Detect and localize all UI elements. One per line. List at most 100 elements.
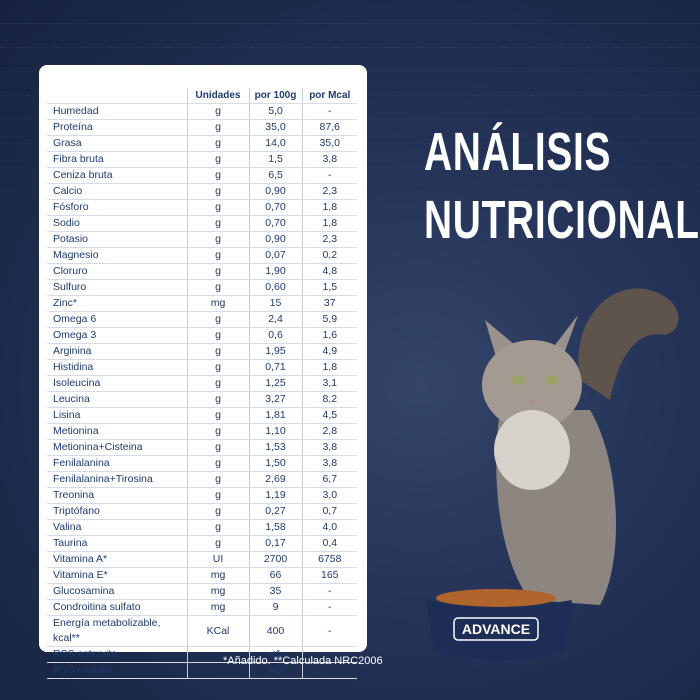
value-per-mcal: 3,8 xyxy=(301,439,357,457)
table-row: Fenilalanina g 1,50 3,8 xyxy=(47,455,357,473)
header-per-mcal: por Mcal xyxy=(301,88,357,105)
table-row: Valina g 1,58 4,0 xyxy=(47,519,357,537)
nutrient-name: RSS estruvita xyxy=(47,646,187,664)
nutrient-name: Valina xyxy=(47,519,187,537)
nutrition-table: Unidades por 100g por Mcal Humedad g 5,0- P… xyxy=(47,88,357,680)
value-per-mcal: 2,3 xyxy=(301,231,357,249)
table-row: Condroitina sulfato mg 9- xyxy=(47,599,357,617)
nutrient-name: Taurina xyxy=(47,535,187,553)
nutrient-name: Isoleucina xyxy=(47,375,187,393)
unit: g xyxy=(186,503,249,521)
table-row: Ceniza bruta g 6,5- xyxy=(47,167,357,185)
value-per-100g: 15 xyxy=(248,295,302,313)
value-per-100g: 14,0 xyxy=(248,135,302,153)
table-row: RSS oxalato <5- xyxy=(47,662,357,680)
value-per-100g: 3,27 xyxy=(248,391,302,409)
value-per-mcal: 165 xyxy=(301,567,357,585)
table-row: Taurina g 0,17 0,4 xyxy=(47,535,357,553)
unit: g xyxy=(186,535,249,553)
unit: g xyxy=(186,407,249,425)
nutrient-name: Sulfuro xyxy=(47,279,187,297)
nutrient-name: Cloruro xyxy=(47,263,187,281)
value-per-mcal: 0,4 xyxy=(301,535,357,553)
unit: g xyxy=(186,327,249,345)
value-per-100g: 2,4 xyxy=(248,311,302,329)
nutrient-name: Omega 6 xyxy=(47,311,187,329)
value-per-100g: 0,60 xyxy=(248,279,302,297)
value-per-100g: 2,69 xyxy=(248,471,302,489)
value-per-mcal: 1,8 xyxy=(301,215,357,233)
nutrient-name: Lisina xyxy=(47,407,187,425)
table-row: Treonina g 1,19 3,0 xyxy=(47,487,357,505)
value-per-100g: 35,0 xyxy=(248,119,302,137)
nutrient-name: Energía metabolizable, kcal** xyxy=(47,615,187,648)
value-per-100g: <5 xyxy=(248,662,302,680)
value-per-100g: 0,27 xyxy=(248,503,302,521)
unit: g xyxy=(186,247,249,265)
value-per-100g: 0,6 xyxy=(248,327,302,345)
header-units: Unidades xyxy=(186,88,249,105)
nutrient-name: Histidina xyxy=(47,359,187,377)
value-per-mcal: 6,7 xyxy=(301,471,357,489)
value-per-mcal: 87,6 xyxy=(301,119,357,137)
title-line: NUTRICIONAL xyxy=(424,190,700,250)
value-per-100g: 1,90 xyxy=(248,263,302,281)
value-per-100g: 1,50 xyxy=(248,455,302,473)
header-per-100g: por 100g xyxy=(248,88,302,105)
nutrition-table-card: Unidades por 100g por Mcal Humedad g 5,0- P… xyxy=(39,65,367,680)
unit: g xyxy=(186,343,249,361)
value-per-mcal: - xyxy=(301,662,357,680)
table-header: Unidades por 100g por Mcal xyxy=(47,88,357,105)
nutrient-name: Metionina+Cisteina xyxy=(47,439,187,457)
value-per-mcal: 0,7 xyxy=(301,503,357,521)
unit: g xyxy=(186,439,249,457)
unit: g xyxy=(186,151,249,169)
nutrient-name: Sodio xyxy=(47,215,187,233)
nutrient-name: Calcio xyxy=(47,183,187,201)
nutrient-name: Condroitina sulfato xyxy=(47,599,187,617)
nutrient-name: Fibra bruta xyxy=(47,151,187,169)
value-per-100g: 1,5 xyxy=(248,151,302,169)
value-per-mcal: 4,8 xyxy=(301,263,357,281)
table-row: Omega 3 g 0,6 1,6 xyxy=(47,327,357,345)
unit: g xyxy=(186,519,249,537)
unit: g xyxy=(186,183,249,201)
value-per-mcal: 2,8 xyxy=(301,423,357,441)
nutrient-name: Metionina xyxy=(47,423,187,441)
table-row: Zinc* mg 15 37 xyxy=(47,295,357,313)
value-per-mcal: 35,0 xyxy=(301,135,357,153)
unit: g xyxy=(186,199,249,217)
value-per-mcal: - xyxy=(301,599,357,617)
value-per-100g: 400 xyxy=(248,615,302,648)
nutrient-name: Triptófano xyxy=(47,503,187,521)
value-per-mcal: 4,9 xyxy=(301,343,357,361)
value-per-mcal: 1,6 xyxy=(301,327,357,345)
value-per-mcal: 1,5 xyxy=(301,279,357,297)
table-row: Proteína g 35,0 87,6 xyxy=(47,119,357,137)
value-per-mcal: 3,1 xyxy=(301,375,357,393)
value-per-mcal: 3,8 xyxy=(301,151,357,169)
bowl-brand-logo: ADVANCE xyxy=(462,621,530,637)
value-per-mcal: 4,5 xyxy=(301,407,357,425)
unit: UI xyxy=(186,551,249,569)
unit: g xyxy=(186,455,249,473)
unit: g xyxy=(186,231,249,249)
unit: g xyxy=(186,423,249,441)
unit: mg xyxy=(186,567,249,585)
table-row: Fibra bruta g 1,5 3,8 xyxy=(47,151,357,169)
table-row: Potasio g 0,90 2,3 xyxy=(47,231,357,249)
unit: g xyxy=(186,375,249,393)
value-per-100g: <1 xyxy=(248,646,302,664)
unit: g xyxy=(186,311,249,329)
value-per-mcal: 1,8 xyxy=(301,199,357,217)
nutrient-name: Vitamina E* xyxy=(47,567,187,585)
value-per-mcal: 3,0 xyxy=(301,487,357,505)
table-row: RSS estruvita <1- xyxy=(47,646,357,664)
unit: g xyxy=(186,391,249,409)
unit: g xyxy=(186,263,249,281)
table-row: Triptófano g 0,27 0,7 xyxy=(47,503,357,521)
unit xyxy=(186,646,249,664)
value-per-100g: 1,95 xyxy=(248,343,302,361)
nutrient-name: Humedad xyxy=(47,103,187,121)
value-per-100g: 0,17 xyxy=(248,535,302,553)
